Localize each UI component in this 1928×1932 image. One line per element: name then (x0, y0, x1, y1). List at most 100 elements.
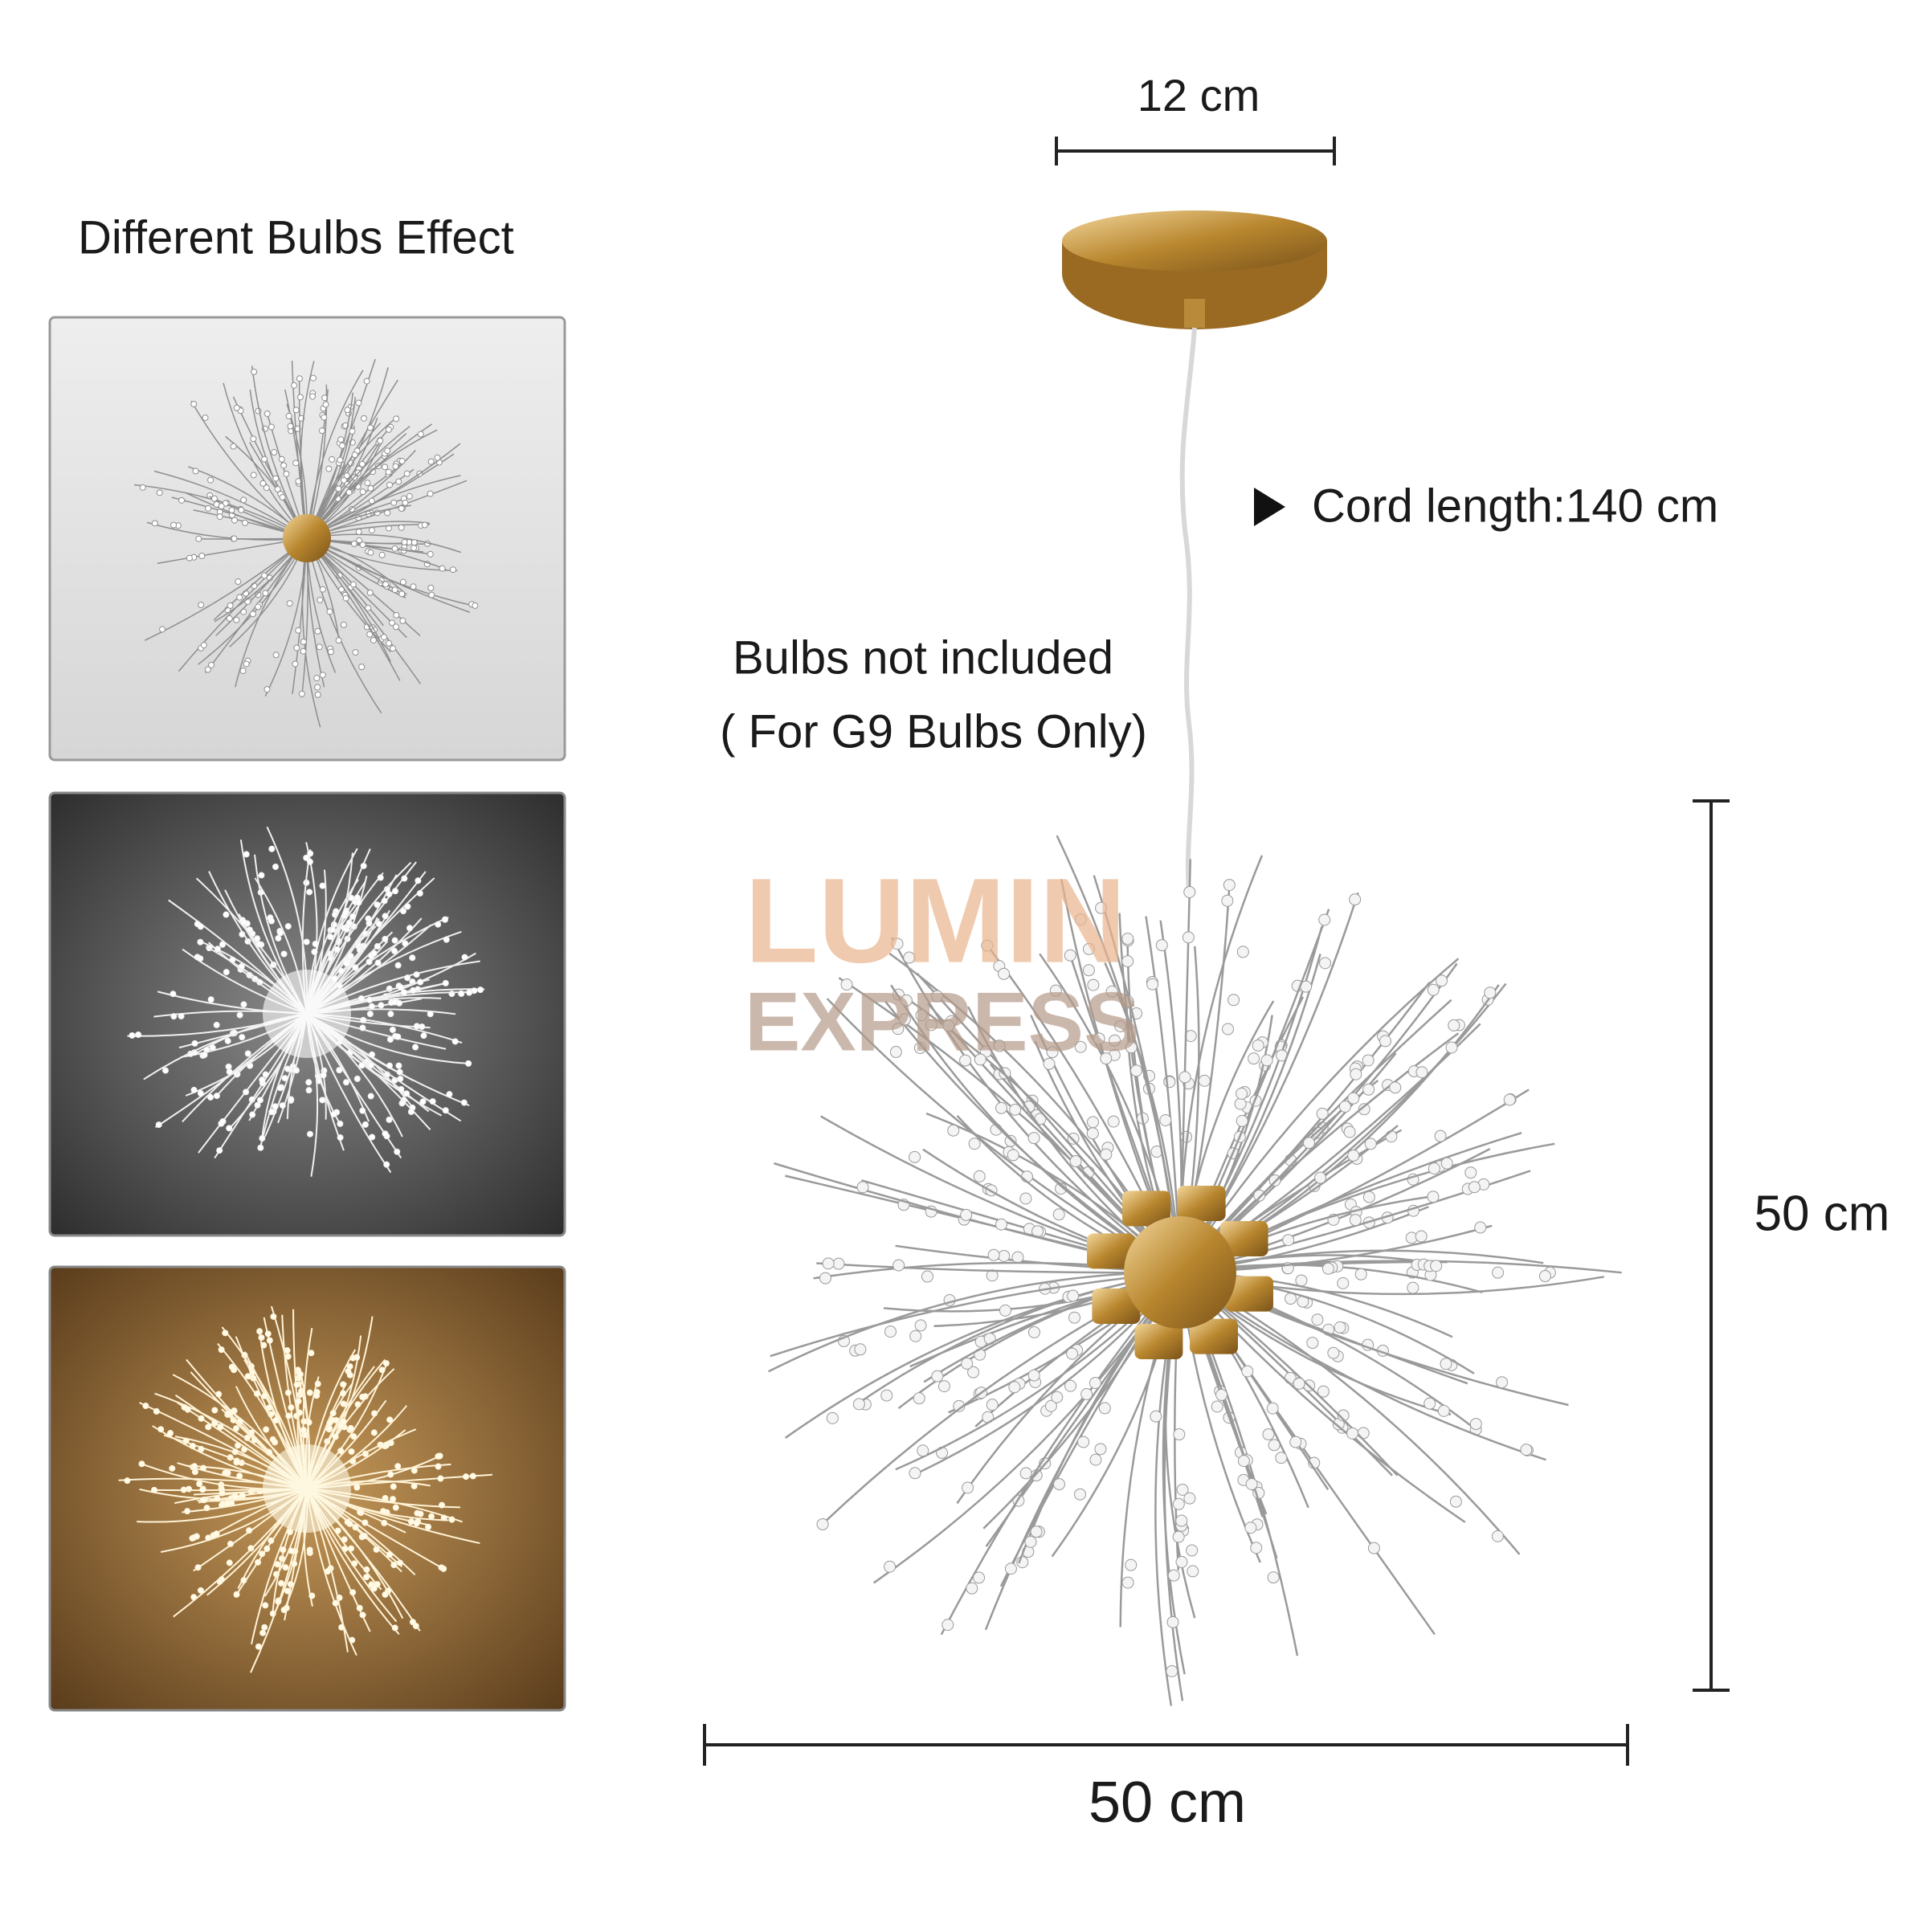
crystal (369, 1051, 376, 1058)
crystal (359, 1024, 366, 1031)
crystal (280, 1546, 287, 1554)
crystal (233, 1591, 240, 1598)
crystal (832, 1257, 845, 1270)
crystal (228, 1363, 235, 1370)
crystal (231, 1493, 239, 1500)
crystal (213, 1021, 220, 1028)
crystal (1172, 1497, 1185, 1510)
crystal (1440, 1157, 1453, 1170)
crystal (355, 529, 362, 536)
crystal (1051, 1391, 1064, 1403)
crystal (213, 1530, 220, 1538)
crystal (1316, 1107, 1329, 1120)
crystal (340, 1400, 347, 1407)
crystal (931, 1370, 944, 1383)
crystal (288, 1404, 295, 1411)
crystal (391, 586, 398, 594)
crystal (298, 690, 305, 697)
crystal (362, 1519, 369, 1526)
crystal (392, 623, 399, 631)
crystal (913, 1042, 926, 1055)
height-dimension-line (1693, 799, 1730, 1692)
crystal (142, 1403, 149, 1410)
crystal (242, 519, 249, 526)
crystal (1484, 986, 1497, 999)
crystal (225, 1410, 232, 1417)
crystal (417, 431, 424, 438)
crystal (295, 627, 302, 634)
crystal (295, 1398, 302, 1405)
crystal (227, 1540, 234, 1547)
crystal (167, 1430, 174, 1437)
cord-arrow (1254, 488, 1285, 526)
crystal (1349, 1214, 1362, 1227)
crystal (230, 443, 237, 450)
crystal (259, 1550, 266, 1558)
crystal (314, 691, 321, 698)
crystal (355, 399, 362, 406)
crystal (427, 584, 435, 591)
crystal (411, 1467, 418, 1474)
crystal (402, 499, 409, 506)
crystal (243, 590, 250, 597)
crystal (1175, 1555, 1188, 1568)
crystal (236, 594, 243, 601)
crystal (178, 496, 186, 504)
crystal (413, 1520, 420, 1527)
crystal (349, 581, 357, 588)
crystal (1082, 964, 1095, 977)
crystal (981, 939, 994, 952)
crystal (1262, 1428, 1275, 1441)
crystal (1427, 983, 1440, 996)
crystal (1415, 1230, 1428, 1243)
crystal (448, 1516, 455, 1523)
crystal (270, 1313, 277, 1320)
crystal (313, 1392, 321, 1399)
crystal (344, 406, 351, 414)
crystal (1362, 1191, 1375, 1203)
crystal (1295, 1274, 1308, 1287)
crystal (401, 875, 408, 882)
crystal (207, 1093, 214, 1101)
crystal (223, 1500, 231, 1507)
crystal (268, 845, 276, 852)
crystal (271, 449, 278, 456)
crystal (363, 1574, 370, 1581)
crystal (390, 1561, 398, 1568)
crystal (272, 651, 280, 659)
crystal (305, 1087, 312, 1094)
crystal (884, 1560, 897, 1573)
crystal (382, 581, 390, 588)
crystal (1520, 1444, 1533, 1456)
crystal (363, 378, 370, 385)
crystal (378, 1002, 385, 1009)
crystal (227, 602, 234, 609)
crystal (255, 603, 262, 611)
crystal (288, 1547, 295, 1554)
crystal (382, 913, 389, 920)
chandelier (768, 835, 1622, 1706)
crystal (443, 936, 450, 943)
crystal (1437, 1404, 1450, 1417)
crystal (359, 1611, 366, 1619)
crystal (442, 1107, 449, 1114)
crystal (1347, 1149, 1360, 1162)
crystal (1198, 1074, 1211, 1087)
crystal (1007, 1149, 1019, 1162)
crystal (276, 1084, 284, 1092)
hub (263, 970, 351, 1058)
crystal (374, 942, 381, 950)
crystal (1268, 1439, 1281, 1452)
crystal (854, 1343, 867, 1356)
crystal (208, 661, 215, 668)
crystal (194, 1564, 202, 1571)
crystal (1186, 1544, 1199, 1557)
crystal (400, 989, 407, 996)
crystal (1129, 1064, 1142, 1077)
crystal (392, 888, 399, 895)
crystal (1311, 1313, 1324, 1326)
crystal (219, 941, 226, 948)
crystal (287, 423, 294, 430)
crystal (1082, 942, 1095, 955)
